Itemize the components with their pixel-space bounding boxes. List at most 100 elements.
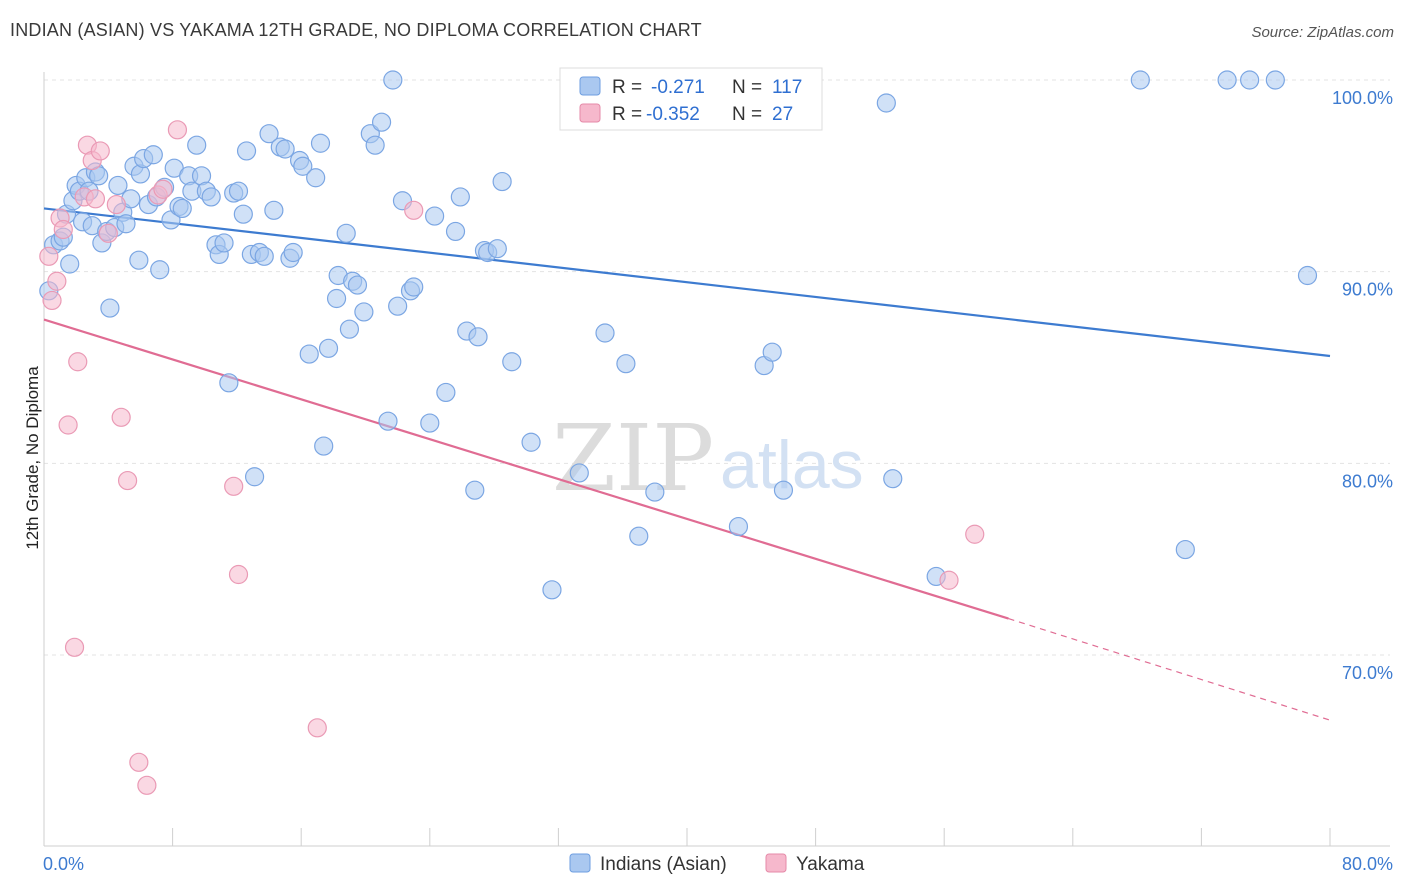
point-yakama: [224, 476, 244, 496]
point-indians: [201, 187, 221, 207]
point-indians: [254, 246, 274, 266]
stats-n-label-yakama: N =: [732, 104, 762, 125]
legend-swatch-yakama: [765, 853, 787, 873]
point-yakama: [137, 775, 157, 795]
point-indians: [275, 139, 295, 159]
point-indians: [425, 206, 445, 226]
stats-n-value-yakama: 27: [772, 104, 793, 125]
stats-r-label-indians: R =: [612, 77, 642, 98]
point-indians: [347, 275, 368, 295]
y-tick-label: 80.0%: [1342, 471, 1393, 491]
y-tick-label: 90.0%: [1342, 280, 1393, 300]
point-indians: [468, 327, 488, 347]
point-indians: [336, 223, 356, 243]
point-indians: [244, 467, 265, 487]
point-indians: [129, 250, 149, 270]
y-tick-labels: 70.0% 80.0% 90.0% 100.0%: [1332, 88, 1393, 683]
point-yakama: [111, 407, 131, 427]
point-indians: [236, 141, 257, 161]
point-indians: [264, 200, 284, 220]
point-yakama: [47, 271, 67, 291]
point-indians: [542, 580, 562, 600]
point-indians: [465, 480, 485, 500]
y-tick-label: 70.0%: [1342, 663, 1393, 683]
point-yakama: [68, 352, 88, 372]
point-indians: [595, 323, 615, 343]
point-indians: [283, 242, 303, 263]
point-indians: [383, 70, 403, 90]
point-yakama: [98, 223, 118, 243]
point-indians: [214, 233, 234, 253]
point-indians: [233, 204, 253, 224]
series-legend: Indians (Asian) Yakama: [569, 853, 865, 875]
point-indians: [306, 168, 326, 188]
point-indians: [354, 302, 374, 322]
point-yakama: [53, 219, 73, 240]
point-indians: [492, 171, 512, 192]
trend-line-yakama-extension: [1008, 618, 1331, 721]
point-indians: [259, 124, 279, 144]
legend-swatch-indians: [569, 853, 591, 873]
point-indians: [450, 187, 470, 207]
point-indians: [445, 221, 466, 242]
stats-n-label-indians: N =: [732, 77, 762, 98]
grid-lines: [44, 79, 1390, 656]
chart-title: INDIAN (ASIAN) VS YAKAMA 12TH GRADE, NO …: [10, 20, 702, 40]
point-yakama: [167, 120, 188, 140]
point-indians: [762, 342, 782, 362]
x-tick-labels: 0.0% 80.0%: [43, 854, 1393, 874]
point-indians: [1240, 70, 1260, 90]
point-indians: [365, 135, 385, 155]
point-indians: [420, 413, 440, 433]
point-indians: [773, 480, 794, 500]
point-indians: [388, 296, 408, 316]
point-yakama: [228, 564, 249, 585]
x-tick-label: 0.0%: [43, 854, 84, 874]
point-yakama: [307, 718, 327, 738]
point-yakama: [939, 570, 959, 590]
point-yakama: [85, 189, 106, 209]
point-indians: [629, 526, 649, 546]
point-indians: [150, 260, 170, 280]
point-indians: [310, 133, 331, 153]
point-indians: [1130, 70, 1150, 90]
trend-lines: [43, 207, 1331, 721]
point-yakama: [90, 141, 110, 161]
point-indians: [487, 239, 507, 259]
point-yakama: [64, 637, 85, 657]
point-indians: [299, 344, 319, 364]
source-credit: Source: ZipAtlas.com: [1251, 24, 1394, 41]
point-indians: [502, 352, 522, 372]
stats-r-value-yakama: -0.352: [646, 104, 700, 125]
stats-legend-swatch-indians: [579, 76, 601, 96]
point-indians: [219, 373, 239, 393]
point-yakama: [129, 752, 149, 772]
stats-n-value-indians: 117: [772, 77, 802, 98]
point-indians: [339, 319, 360, 339]
stats-legend: R = -0.271 N = 117 R = -0.352 N = 27: [559, 67, 823, 131]
point-indians: [228, 181, 249, 201]
stats-r-value-indians: -0.271: [651, 77, 705, 98]
series-yakama-points: [39, 120, 985, 795]
stats-legend-swatch-yakama: [579, 103, 601, 123]
point-yakama: [117, 470, 138, 491]
point-indians: [318, 338, 339, 358]
point-indians: [116, 214, 136, 234]
point-yakama: [39, 246, 59, 266]
point-yakama: [965, 524, 985, 544]
point-yakama: [153, 179, 173, 199]
point-indians: [326, 288, 347, 309]
point-indians: [143, 145, 163, 165]
point-indians: [187, 135, 207, 155]
point-indians: [569, 463, 589, 483]
axes: [43, 72, 1390, 847]
point-indians: [1297, 265, 1318, 286]
point-yakama: [106, 194, 126, 215]
point-indians: [314, 436, 334, 456]
y-tick-label: 100.0%: [1332, 88, 1393, 108]
point-yakama: [42, 290, 62, 311]
point-indians: [378, 411, 398, 431]
watermark-zip: ZIP: [552, 405, 714, 512]
point-indians: [616, 354, 636, 374]
